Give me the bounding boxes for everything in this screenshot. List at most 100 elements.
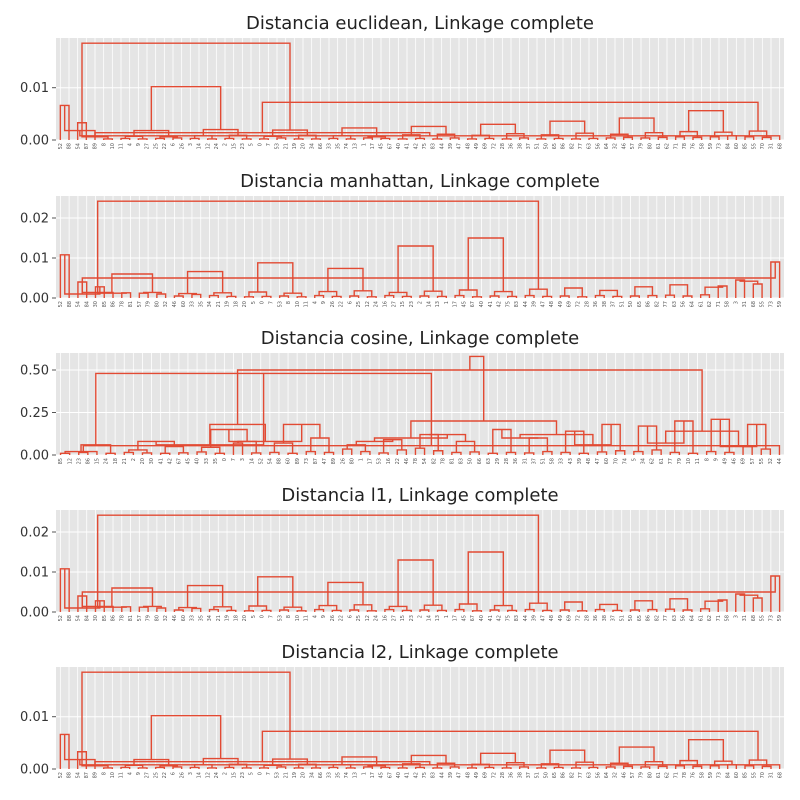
leaf-label: 75 [505, 615, 511, 621]
leaf-label: 27 [391, 615, 397, 621]
leaf-label: 1 [358, 458, 364, 461]
dendrogram-link [345, 767, 356, 769]
leaf-label: 39 [448, 772, 454, 778]
leaf-label: 9 [136, 143, 142, 146]
dendrogram-panel: 0.00 0.01 0.02 Distancia manhattan, Linkage… [20, 171, 784, 307]
leaf-label: 73 [717, 143, 723, 149]
leaf-label: 15 [231, 143, 237, 149]
y-tick-label: 0.00 [20, 606, 49, 621]
leaf-label: 12 [365, 301, 371, 307]
leaf-label: 57 [750, 458, 756, 464]
leaf-label: 63 [486, 458, 492, 464]
y-tick-label: 0.01 [20, 252, 49, 267]
leaf-label: 42 [413, 772, 419, 778]
dendrogram-link [501, 429, 539, 439]
dendrogram-link [634, 286, 654, 296]
leaf-label: 77 [578, 143, 584, 149]
dendrogram-link [644, 760, 664, 767]
leaf-label: 65 [552, 143, 558, 149]
leaf-label: 69 [567, 615, 573, 621]
leaf-label: 87 [313, 458, 319, 464]
leaf-label: 28 [500, 772, 506, 778]
dendrogram-link [674, 136, 686, 140]
dendrogram-link [137, 767, 148, 769]
leaf-label: 21 [283, 143, 289, 149]
dendrogram-link [81, 42, 291, 131]
leaf-label: 5 [249, 772, 255, 775]
leaf-label: 4 [127, 143, 133, 146]
leaf-label: 28 [500, 143, 506, 149]
leaf-label: 8 [704, 458, 710, 461]
leaf-label: 68 [751, 615, 757, 621]
dendrogram-link [605, 766, 616, 769]
leaf-label: 53 [277, 615, 283, 621]
leaf-label: 70 [760, 143, 766, 149]
leaf-label: 65 [637, 301, 643, 307]
leaf-label: 27 [145, 772, 151, 778]
leaf-label: 34 [309, 143, 315, 149]
leaf-label: 35 [335, 143, 341, 149]
dendrogram-link [206, 767, 218, 769]
leaf-label: 86 [111, 301, 117, 307]
dendrogram-link [536, 767, 547, 769]
dendrogram-link [704, 286, 724, 295]
leaf-label: 60 [734, 772, 740, 778]
leaf-label: 47 [540, 615, 546, 621]
dendrogram-link [96, 514, 540, 607]
leaf-label: 85 [743, 772, 749, 778]
leaf-label: 24 [214, 143, 220, 149]
leaf-label: 9 [713, 458, 719, 461]
leaf-label: 37 [611, 301, 617, 307]
dendrogram-link [380, 137, 391, 140]
y-tick-label: 0.02 [20, 212, 49, 227]
chart-title: Distancia manhattan, Linkage complete [240, 171, 600, 192]
dendrogram-link [744, 765, 755, 769]
leaf-label: 41 [405, 772, 411, 778]
dendrogram-link [345, 138, 356, 140]
dendrogram-link [81, 751, 109, 768]
leaf-label: 9 [321, 615, 327, 618]
dendrogram-link [102, 767, 114, 769]
leaf-label: 1 [444, 615, 450, 618]
dendrogram-link [588, 137, 599, 140]
leaf-label: 63 [672, 615, 678, 621]
leaf-label: 48 [465, 143, 471, 149]
leaf-label: 36 [593, 301, 599, 307]
leaf-label: 29 [495, 458, 501, 464]
leaf-label: 65 [637, 615, 643, 621]
leaf-label: 22 [162, 772, 168, 778]
leaf-label: 59 [708, 143, 714, 149]
leaf-label: 37 [531, 458, 537, 464]
dendrogram-link [367, 765, 387, 768]
leaf-label: 26 [179, 143, 185, 149]
leaf-label: 11 [304, 301, 310, 307]
leaf-label: 23 [76, 458, 82, 464]
leaf-label: 86 [85, 458, 91, 464]
dendrogram-link [81, 576, 776, 608]
leaf-label: 39 [577, 458, 583, 464]
leaf-label: 54 [76, 301, 82, 307]
dendrogram-link [150, 714, 222, 760]
leaf-label: 6 [171, 772, 177, 775]
leaf-label: 62 [707, 615, 713, 621]
leaf-label: 8 [286, 301, 292, 304]
dendrogram-link [669, 598, 689, 610]
dendrogram-link [634, 600, 654, 610]
leaf-label: 32 [613, 772, 619, 778]
dendrogram-link [172, 137, 183, 140]
leaf-label: 15 [400, 615, 406, 621]
leaf-label: 86 [646, 615, 652, 621]
leaf-label: 78 [413, 458, 419, 464]
leaf-label: 79 [639, 772, 645, 778]
leaf-label: 48 [549, 615, 555, 621]
leaf-label: 32 [613, 143, 619, 149]
leaf-label: 60 [286, 458, 292, 464]
leaf-label: 49 [474, 143, 480, 149]
leaf-label: 80 [647, 772, 653, 778]
dendrogram-link [484, 137, 495, 140]
leaf-label: 41 [158, 458, 164, 464]
leaf-label: 25 [153, 772, 159, 778]
leaf-label: 89 [93, 772, 99, 778]
leaf-label: 6 [171, 143, 177, 146]
